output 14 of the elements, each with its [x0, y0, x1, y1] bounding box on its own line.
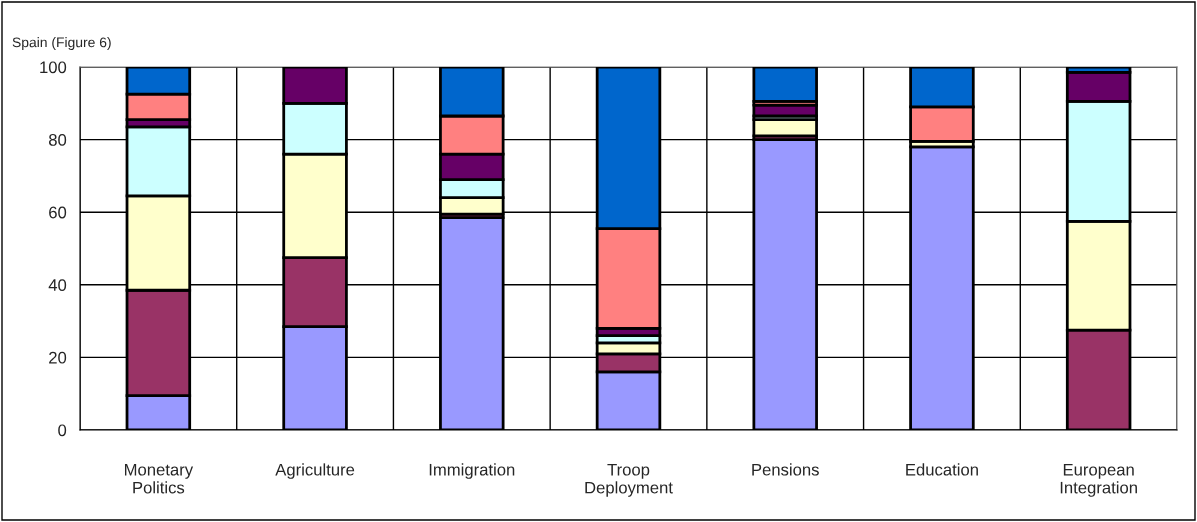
y-tick-label: 100 [40, 61, 67, 74]
y-tick-label: 40 [48, 279, 67, 291]
x-tick-label: Troop Deployment [585, 463, 673, 497]
y-tick-label: 0 [58, 424, 67, 437]
x-tick-label: European Integration [1060, 463, 1137, 497]
x-tick-label: Immigration [429, 463, 515, 479]
x-tick-label: Pensions [752, 463, 819, 476]
chart-title: Spain (Figure 6) [12, 37, 111, 50]
y-tick-label: 20 [49, 351, 67, 364]
x-tick-label: Agriculture [275, 463, 355, 479]
y-tick-label: 60 [49, 206, 67, 219]
x-tick-label: Monetary Politics [124, 463, 194, 494]
x-tick-label: Education [906, 463, 978, 476]
y-tick-label: 80 [48, 134, 67, 146]
